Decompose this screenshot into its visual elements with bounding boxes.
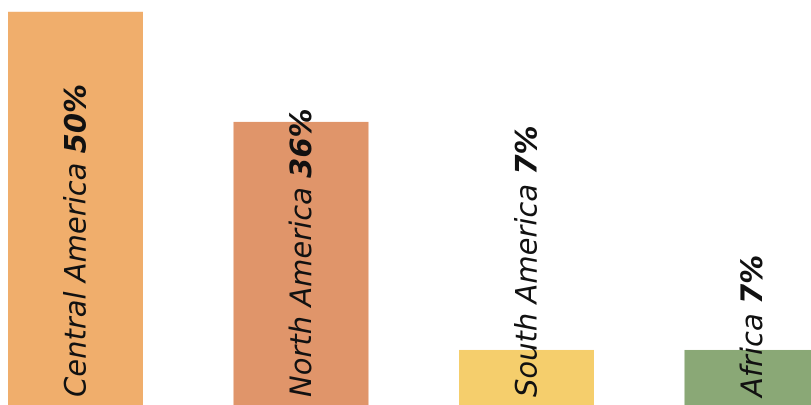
bar-north-america [233, 121, 369, 405]
bar-south-america [459, 349, 594, 405]
bar-label-africa: Africa 7% [735, 255, 769, 399]
bars-group [8, 11, 811, 405]
bar-category-central-america: Central America [59, 153, 93, 397]
bar-label-south-america: South America 7% [510, 125, 544, 397]
bar-value-south-america: 7% [510, 125, 544, 174]
bar-label-central-america: Central America 50% [59, 84, 93, 397]
bar-category-north-america: North America [284, 178, 318, 397]
bar-africa [684, 349, 811, 405]
labels-group: Central America 50% North America 36% Sout… [59, 84, 770, 399]
bar-central-america [8, 11, 143, 405]
bar-label-north-america: North America 36% [284, 108, 318, 397]
bar-category-south-america: South America [510, 175, 544, 397]
bar-value-africa: 7% [735, 255, 769, 304]
bar-category-africa: Africa [735, 304, 769, 399]
bar-value-central-america: 50% [59, 84, 93, 153]
bar-value-north-america: 36% [284, 108, 318, 177]
